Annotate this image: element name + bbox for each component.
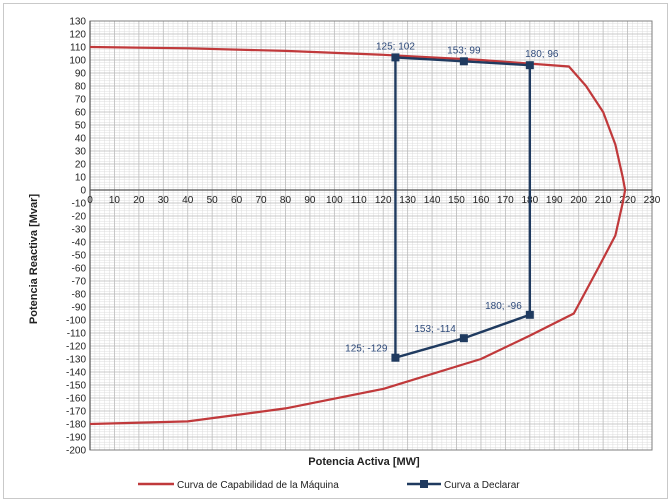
legend-marker-declared xyxy=(420,480,428,488)
x-tick-label: 10 xyxy=(109,195,121,206)
x-tick-label: 60 xyxy=(231,195,243,206)
y-tick-label: 30 xyxy=(75,147,87,158)
grid xyxy=(89,20,653,451)
y-axis-title: Potencia Reactiva [Mvar] xyxy=(28,194,40,325)
x-tick-label: 80 xyxy=(280,195,292,206)
x-tick-label: 50 xyxy=(207,195,219,206)
y-tick-label: 20 xyxy=(75,160,87,171)
y-tick-label: -110 xyxy=(67,329,87,340)
y-tick-label: 100 xyxy=(69,56,86,67)
data-label: 180; -96 xyxy=(485,301,522,312)
y-tick-label: -200 xyxy=(66,446,86,457)
x-tick-label: 110 xyxy=(351,195,367,206)
x-tick-label: 140 xyxy=(424,195,441,206)
capability-chart: 0 10 20 30 40 50 60 70 80 90 100 110 120 130 140 150 160… xyxy=(28,17,661,492)
capability-curve-line xyxy=(89,45,627,426)
y-tick-label: -130 xyxy=(66,355,86,366)
y-tick-label: -70 xyxy=(72,277,87,288)
y-tick-label: -20 xyxy=(72,212,87,223)
y-tick-label: -40 xyxy=(72,238,87,249)
declared-point-marker xyxy=(459,57,468,66)
y-tick-label: -180 xyxy=(66,420,86,431)
y-tick-label: 40 xyxy=(75,134,87,145)
axes: 0 10 20 30 40 50 60 70 80 90 100 110 120 130 140 150 160… xyxy=(66,17,661,457)
y-tick-label: -140 xyxy=(66,368,86,379)
x-tick-label: 210 xyxy=(595,195,612,206)
x-tick-label: 190 xyxy=(546,195,563,206)
x-tick-label: 0 xyxy=(87,195,93,206)
y-tick-label: 10 xyxy=(75,173,87,184)
y-tick-label: 120 xyxy=(69,30,86,41)
y-tick-label: -10 xyxy=(72,199,87,210)
x-tick-label: 100 xyxy=(326,195,343,206)
x-tick-label: 90 xyxy=(304,195,316,206)
y-tick-label: 110 xyxy=(70,43,86,54)
declared-point-marker xyxy=(391,353,400,362)
y-tick-label: 90 xyxy=(75,69,87,80)
data-labels: 125; 102 153; 99 180; 96 180; -96 153; -114 1… xyxy=(345,41,559,354)
y-tick-label: 0 xyxy=(80,186,86,197)
x-tick-label: 40 xyxy=(182,195,194,206)
x-tick-label: 200 xyxy=(570,195,587,206)
y-tick-label: 80 xyxy=(75,82,87,93)
y-tick-label: 50 xyxy=(75,121,87,132)
legend-label-declared: Curva a Declarar xyxy=(444,480,520,491)
chart-frame: 0 10 20 30 40 50 60 70 80 90 100 110 120 130 140 150 160… xyxy=(3,3,668,499)
x-tick-label: 120 xyxy=(375,195,392,206)
data-label: 180; 96 xyxy=(525,49,559,60)
x-tick-label: 20 xyxy=(133,195,145,206)
y-tick-label: -100 xyxy=(66,316,86,327)
declared-point-marker xyxy=(525,310,534,319)
x-tick-label: 220 xyxy=(619,195,636,206)
x-tick-label: 170 xyxy=(497,195,514,206)
declared-point-marker xyxy=(391,53,400,62)
x-tick-label: 230 xyxy=(644,195,661,206)
y-tick-label: -120 xyxy=(66,342,86,353)
x-tick-label: 160 xyxy=(473,195,490,206)
data-label: 125; 102 xyxy=(376,41,415,52)
y-tick-label: -60 xyxy=(72,264,87,275)
y-tick-label: -150 xyxy=(66,381,86,392)
y-tick-label: -50 xyxy=(72,251,87,262)
legend: Curva de Capabilidad de la Máquina Curva … xyxy=(138,480,520,491)
y-tick-label: -190 xyxy=(66,433,86,444)
declared-point-marker xyxy=(525,61,534,70)
x-axis-title: Potencia Activa [MW] xyxy=(308,456,420,468)
x-tick-label: 30 xyxy=(158,195,170,206)
plot-area-border xyxy=(89,20,653,451)
y-tick-label: 70 xyxy=(75,95,87,106)
y-tick-label: -170 xyxy=(66,407,86,418)
y-tick-label: -80 xyxy=(72,290,87,301)
data-label: 125; -129 xyxy=(345,344,388,355)
legend-label-capability: Curva de Capabilidad de la Máquina xyxy=(177,480,339,491)
x-tick-label: 130 xyxy=(399,195,416,206)
data-label: 153; 99 xyxy=(447,45,481,56)
y-tick-label: 60 xyxy=(75,108,87,119)
x-tick-label: 70 xyxy=(255,195,267,206)
y-tick-label: -30 xyxy=(72,225,87,236)
declared-curve-line xyxy=(394,56,532,360)
y-tick-label: -90 xyxy=(72,303,87,314)
declared-point-marker xyxy=(459,334,468,343)
y-tick-label: 130 xyxy=(69,17,86,28)
series-layer xyxy=(89,45,627,426)
data-label: 153; -114 xyxy=(414,324,456,335)
y-tick-label: -160 xyxy=(66,394,86,405)
x-tick-label: 150 xyxy=(448,195,465,206)
